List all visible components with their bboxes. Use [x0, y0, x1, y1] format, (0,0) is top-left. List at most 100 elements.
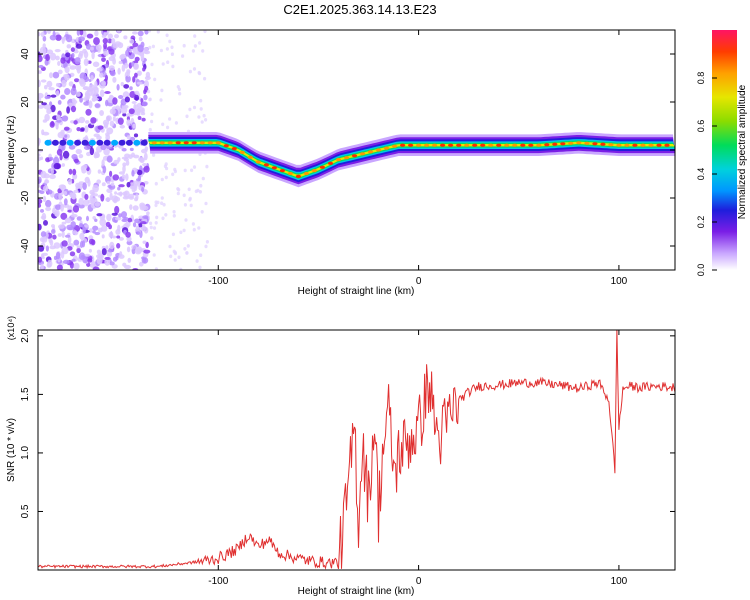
noise-speckle [38, 55, 43, 63]
noise-speckle [108, 65, 115, 71]
noise-speckle [40, 231, 47, 238]
noise-speckle [156, 200, 160, 205]
noise-speckle [143, 249, 151, 254]
noise-speckle [109, 120, 115, 127]
spectrogram-panel: -100 0 100 -40 -20 0 20 40 Height of straight … [6, 29, 748, 297]
noise-speckle [56, 148, 63, 156]
noise-speckle [117, 157, 121, 162]
noise-speckle [74, 139, 82, 146]
noise-speckle [143, 165, 150, 173]
noise-speckle [134, 197, 138, 202]
noise-speckle [52, 234, 57, 240]
noise-speckle [73, 49, 79, 54]
noise-speckle [123, 84, 130, 89]
noise-speckle [70, 87, 77, 96]
noise-speckle [159, 98, 163, 102]
noise-speckle [75, 148, 83, 155]
noise-speckle [82, 97, 90, 101]
noise-speckle [114, 191, 118, 195]
noise-speckle [152, 226, 157, 230]
ridge-peak [191, 141, 197, 145]
noise-speckle [78, 116, 86, 124]
ridge-peak [199, 141, 205, 145]
ridge-peak [584, 141, 590, 145]
noise-speckle [100, 193, 105, 202]
noise-speckle [75, 43, 83, 49]
noise-speckle [43, 173, 50, 179]
noise-speckle [172, 210, 176, 214]
noise-speckle [142, 215, 149, 220]
noise-speckle [89, 194, 94, 202]
noise-speckle [69, 65, 77, 70]
y-tick-label: 1.0 [20, 446, 31, 460]
noise-speckle [81, 139, 89, 146]
ridge-peak [247, 155, 253, 159]
noise-speckle [137, 175, 142, 181]
noise-speckle [112, 116, 116, 122]
noise-speckle [152, 253, 156, 257]
noise-speckle [50, 94, 57, 98]
noise-speckle [57, 61, 61, 66]
noise-speckle [118, 184, 125, 188]
noise-speckle [65, 52, 71, 58]
noise-speckle [197, 226, 201, 230]
spectrogram-y-axis-label: Frequency (Hz) [6, 116, 17, 185]
noise-speckle [147, 89, 151, 94]
noise-speckle [48, 156, 54, 161]
noise-speckle [106, 181, 111, 185]
noise-speckle [97, 227, 103, 233]
ridge-peak [664, 143, 670, 147]
noise-speckle [78, 204, 85, 209]
ridge-peak [159, 141, 165, 145]
noise-speckle [131, 61, 135, 67]
noise-speckle [75, 91, 81, 97]
noise-speckle [109, 261, 115, 266]
noise-speckle [134, 218, 140, 224]
noise-speckle [154, 181, 158, 186]
noise-speckle [146, 211, 150, 216]
noise-speckle [140, 52, 145, 59]
snr-y-ticks: 0.5 1.0 1.5 2.0 [20, 328, 675, 518]
x-tick-label: 0 [416, 576, 422, 587]
noise-speckle [170, 52, 174, 56]
ridge-peak [255, 160, 261, 164]
noise-speckle [132, 31, 138, 35]
spectrogram-x-ticks: -100 0 100 [208, 30, 628, 287]
noise-region [38, 30, 210, 270]
ridge-peak [560, 142, 566, 146]
noise-speckle [38, 104, 45, 109]
noise-speckle [62, 150, 70, 159]
noise-speckle [103, 139, 111, 146]
noise-speckle [101, 182, 106, 187]
noise-speckle [73, 158, 79, 163]
noise-speckle [84, 253, 91, 257]
noise-speckle [205, 164, 209, 169]
noise-speckle [40, 263, 44, 270]
noise-speckle [82, 182, 87, 191]
noise-speckle [96, 139, 104, 146]
noise-speckle [204, 244, 208, 249]
y-tick-label: 0.5 [20, 504, 31, 518]
noise-speckle [71, 98, 76, 103]
noise-speckle [116, 84, 120, 91]
noise-speckle [126, 246, 131, 253]
ridge-peak [504, 143, 510, 147]
noise-speckle [122, 195, 130, 200]
noise-speckle [143, 47, 149, 54]
noise-speckle [43, 185, 49, 192]
noise-speckle [44, 85, 48, 90]
noise-speckle [41, 236, 48, 243]
noise-speckle [107, 249, 115, 253]
noise-speckle [64, 88, 71, 95]
noise-speckle [132, 222, 137, 228]
noise-speckle [50, 168, 55, 175]
noise-speckle [43, 104, 51, 110]
noise-speckle [198, 265, 202, 270]
noise-speckle [86, 33, 94, 39]
noise-speckle [45, 199, 52, 208]
noise-speckle [108, 48, 115, 55]
noise-speckle [63, 198, 68, 206]
noise-speckle [114, 34, 119, 39]
noise-speckle [141, 187, 145, 193]
x-tick-label: -100 [208, 276, 228, 287]
